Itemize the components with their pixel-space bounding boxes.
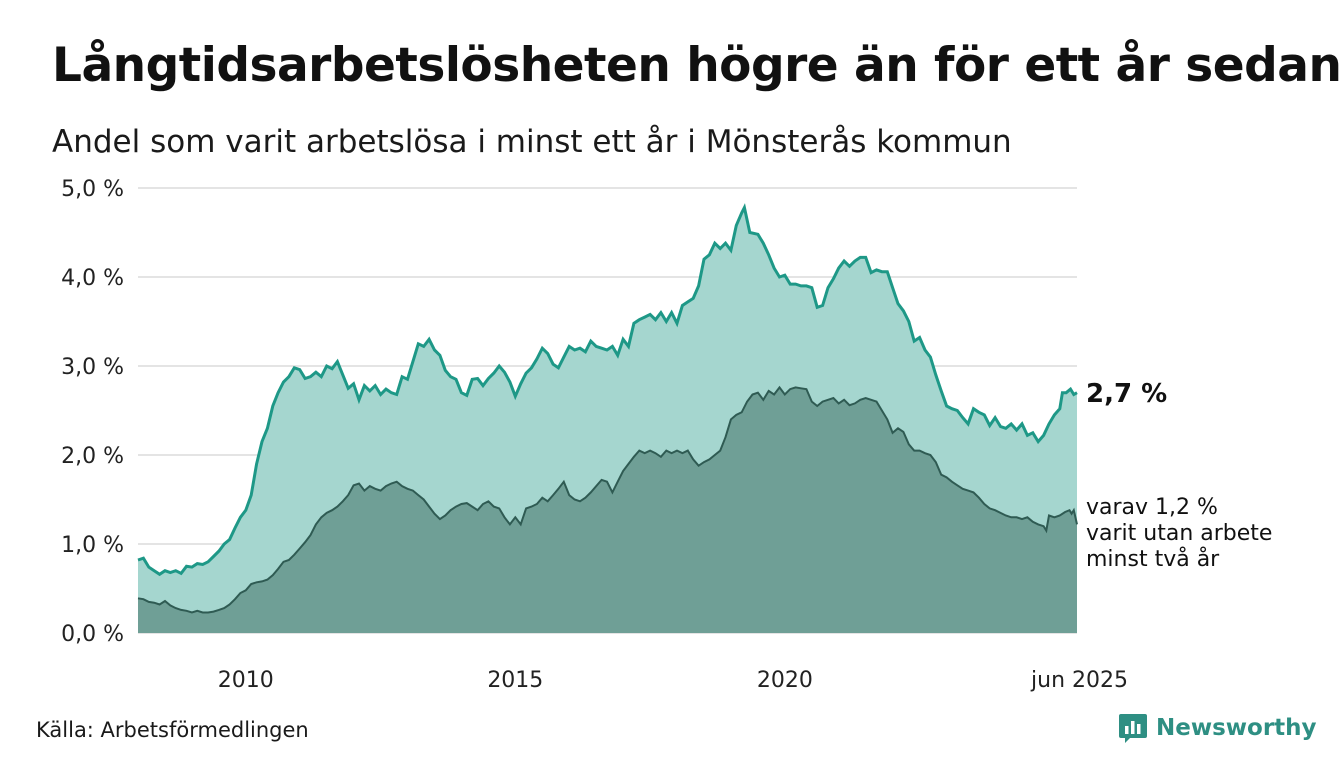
long-term-line bbox=[137, 203, 1078, 577]
newsworthy-logo-icon bbox=[1119, 714, 1147, 743]
two-year-area bbox=[138, 387, 1077, 633]
source-note: Källa: Arbetsförmedlingen bbox=[36, 718, 309, 742]
y-tick-label: 0,0 % bbox=[61, 622, 124, 647]
two-year-end-label: varav 1,2 % bbox=[1086, 495, 1218, 520]
long-term-end-label: 2,7 % bbox=[1086, 379, 1167, 409]
x-axis-labels: 2010 2015 2020 jun 2025 bbox=[218, 668, 1128, 693]
y-axis-labels: 0,0 % 1,0 % 2,0 % 3,0 % 4,0 % 5,0 % bbox=[61, 177, 124, 647]
x-tick-label: 2015 bbox=[487, 668, 543, 693]
x-tick-label: 2020 bbox=[757, 668, 813, 693]
chart-title: Långtidsarbetslösheten högre än för ett … bbox=[52, 38, 1340, 93]
two-year-end-label: minst två år bbox=[1086, 546, 1220, 572]
brand-logo[interactable]: Newsworthy bbox=[1118, 712, 1317, 744]
chart-subtitle: Andel som varit arbetslösa i minst ett å… bbox=[52, 124, 1012, 160]
brand-name: Newsworthy bbox=[1156, 715, 1317, 741]
y-tick-label: 4,0 % bbox=[61, 266, 124, 291]
y-tick-label: 3,0 % bbox=[61, 355, 124, 380]
two-year-line bbox=[137, 385, 1078, 614]
y-tick-label: 5,0 % bbox=[61, 177, 124, 202]
y-tick-label: 2,0 % bbox=[61, 444, 124, 469]
y-tick-label: 1,0 % bbox=[61, 533, 124, 558]
x-tick-label: jun 2025 bbox=[1030, 668, 1128, 693]
two-year-end-label: varit utan arbete bbox=[1086, 521, 1272, 546]
x-tick-label: 2010 bbox=[218, 668, 274, 693]
